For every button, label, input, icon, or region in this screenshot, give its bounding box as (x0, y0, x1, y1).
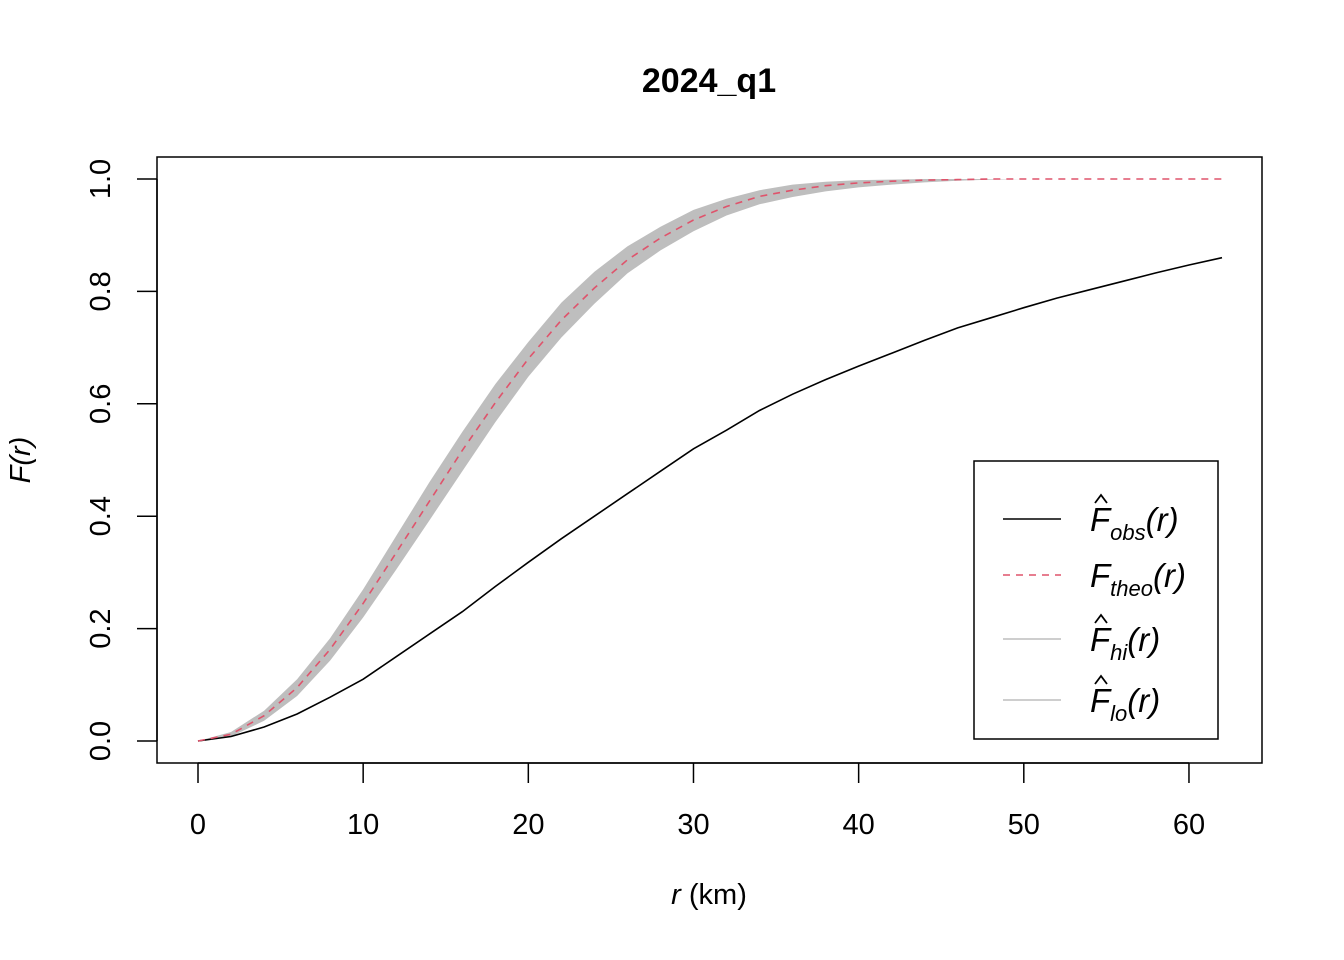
legend-argument: (r) (1153, 557, 1186, 594)
legend-subscript: hi (1110, 640, 1128, 665)
legend-subscript: theo (1110, 576, 1153, 601)
y-axis-label: F(r) (5, 437, 37, 484)
x-axis-label-unit: (km) (689, 879, 747, 911)
x-tick-label: 40 (843, 809, 875, 841)
hat-icon (1094, 674, 1108, 685)
x-tick-label: 10 (347, 809, 379, 841)
legend-box (973, 460, 1219, 740)
legend: Fobs(r)Ftheo(r)Fhi(r)Flo(r) (973, 460, 1219, 740)
legend-symbol: F (1090, 621, 1112, 658)
series-line-obs (197, 256, 1223, 742)
legend-label-obs: Fobs(r) (1090, 501, 1179, 545)
legend-symbol: F (1090, 682, 1112, 719)
legend-argument: (r) (1146, 501, 1179, 538)
y-tick-label: 0.2 (85, 608, 117, 648)
legend-argument: (r) (1127, 682, 1160, 719)
hat-icon (1094, 613, 1108, 624)
hat-icon (1094, 493, 1108, 504)
y-tick-label: 1.0 (85, 159, 117, 199)
legend-subscript: lo (1110, 701, 1127, 726)
x-tick-label: 20 (512, 809, 544, 841)
series-layer (197, 178, 1223, 742)
legend-label-theo: Ftheo(r) (1090, 557, 1186, 601)
legend-symbol: F (1090, 501, 1112, 538)
x-axis: 0 10 20 30 40 50 60 (190, 762, 1205, 841)
x-axis-label-var: r (671, 879, 682, 911)
legend-argument: (r) (1127, 621, 1160, 658)
x-tick-label: 60 (1173, 809, 1205, 841)
x-axis-label: r (km) (671, 879, 747, 911)
legend-subscript: obs (1110, 520, 1145, 545)
y-tick-label: 0.4 (85, 496, 117, 536)
legend-label-lo: Flo(r) (1090, 682, 1160, 726)
x-tick-label: 50 (1008, 809, 1040, 841)
y-tick-label: 0.8 (85, 271, 117, 311)
y-tick-label: 0.6 (85, 384, 117, 424)
series-line-theo (197, 178, 1222, 742)
y-tick-label: 0.0 (85, 721, 117, 761)
legend-label-hi: Fhi(r) (1090, 621, 1160, 665)
y-axis: 0.0 0.2 0.4 0.6 0.8 1.0 (85, 159, 158, 761)
legend-symbol: F (1090, 557, 1112, 594)
chart-title: 2024_q1 (642, 62, 776, 100)
x-tick-label: 30 (677, 809, 709, 841)
x-tick-label: 0 (190, 809, 206, 841)
